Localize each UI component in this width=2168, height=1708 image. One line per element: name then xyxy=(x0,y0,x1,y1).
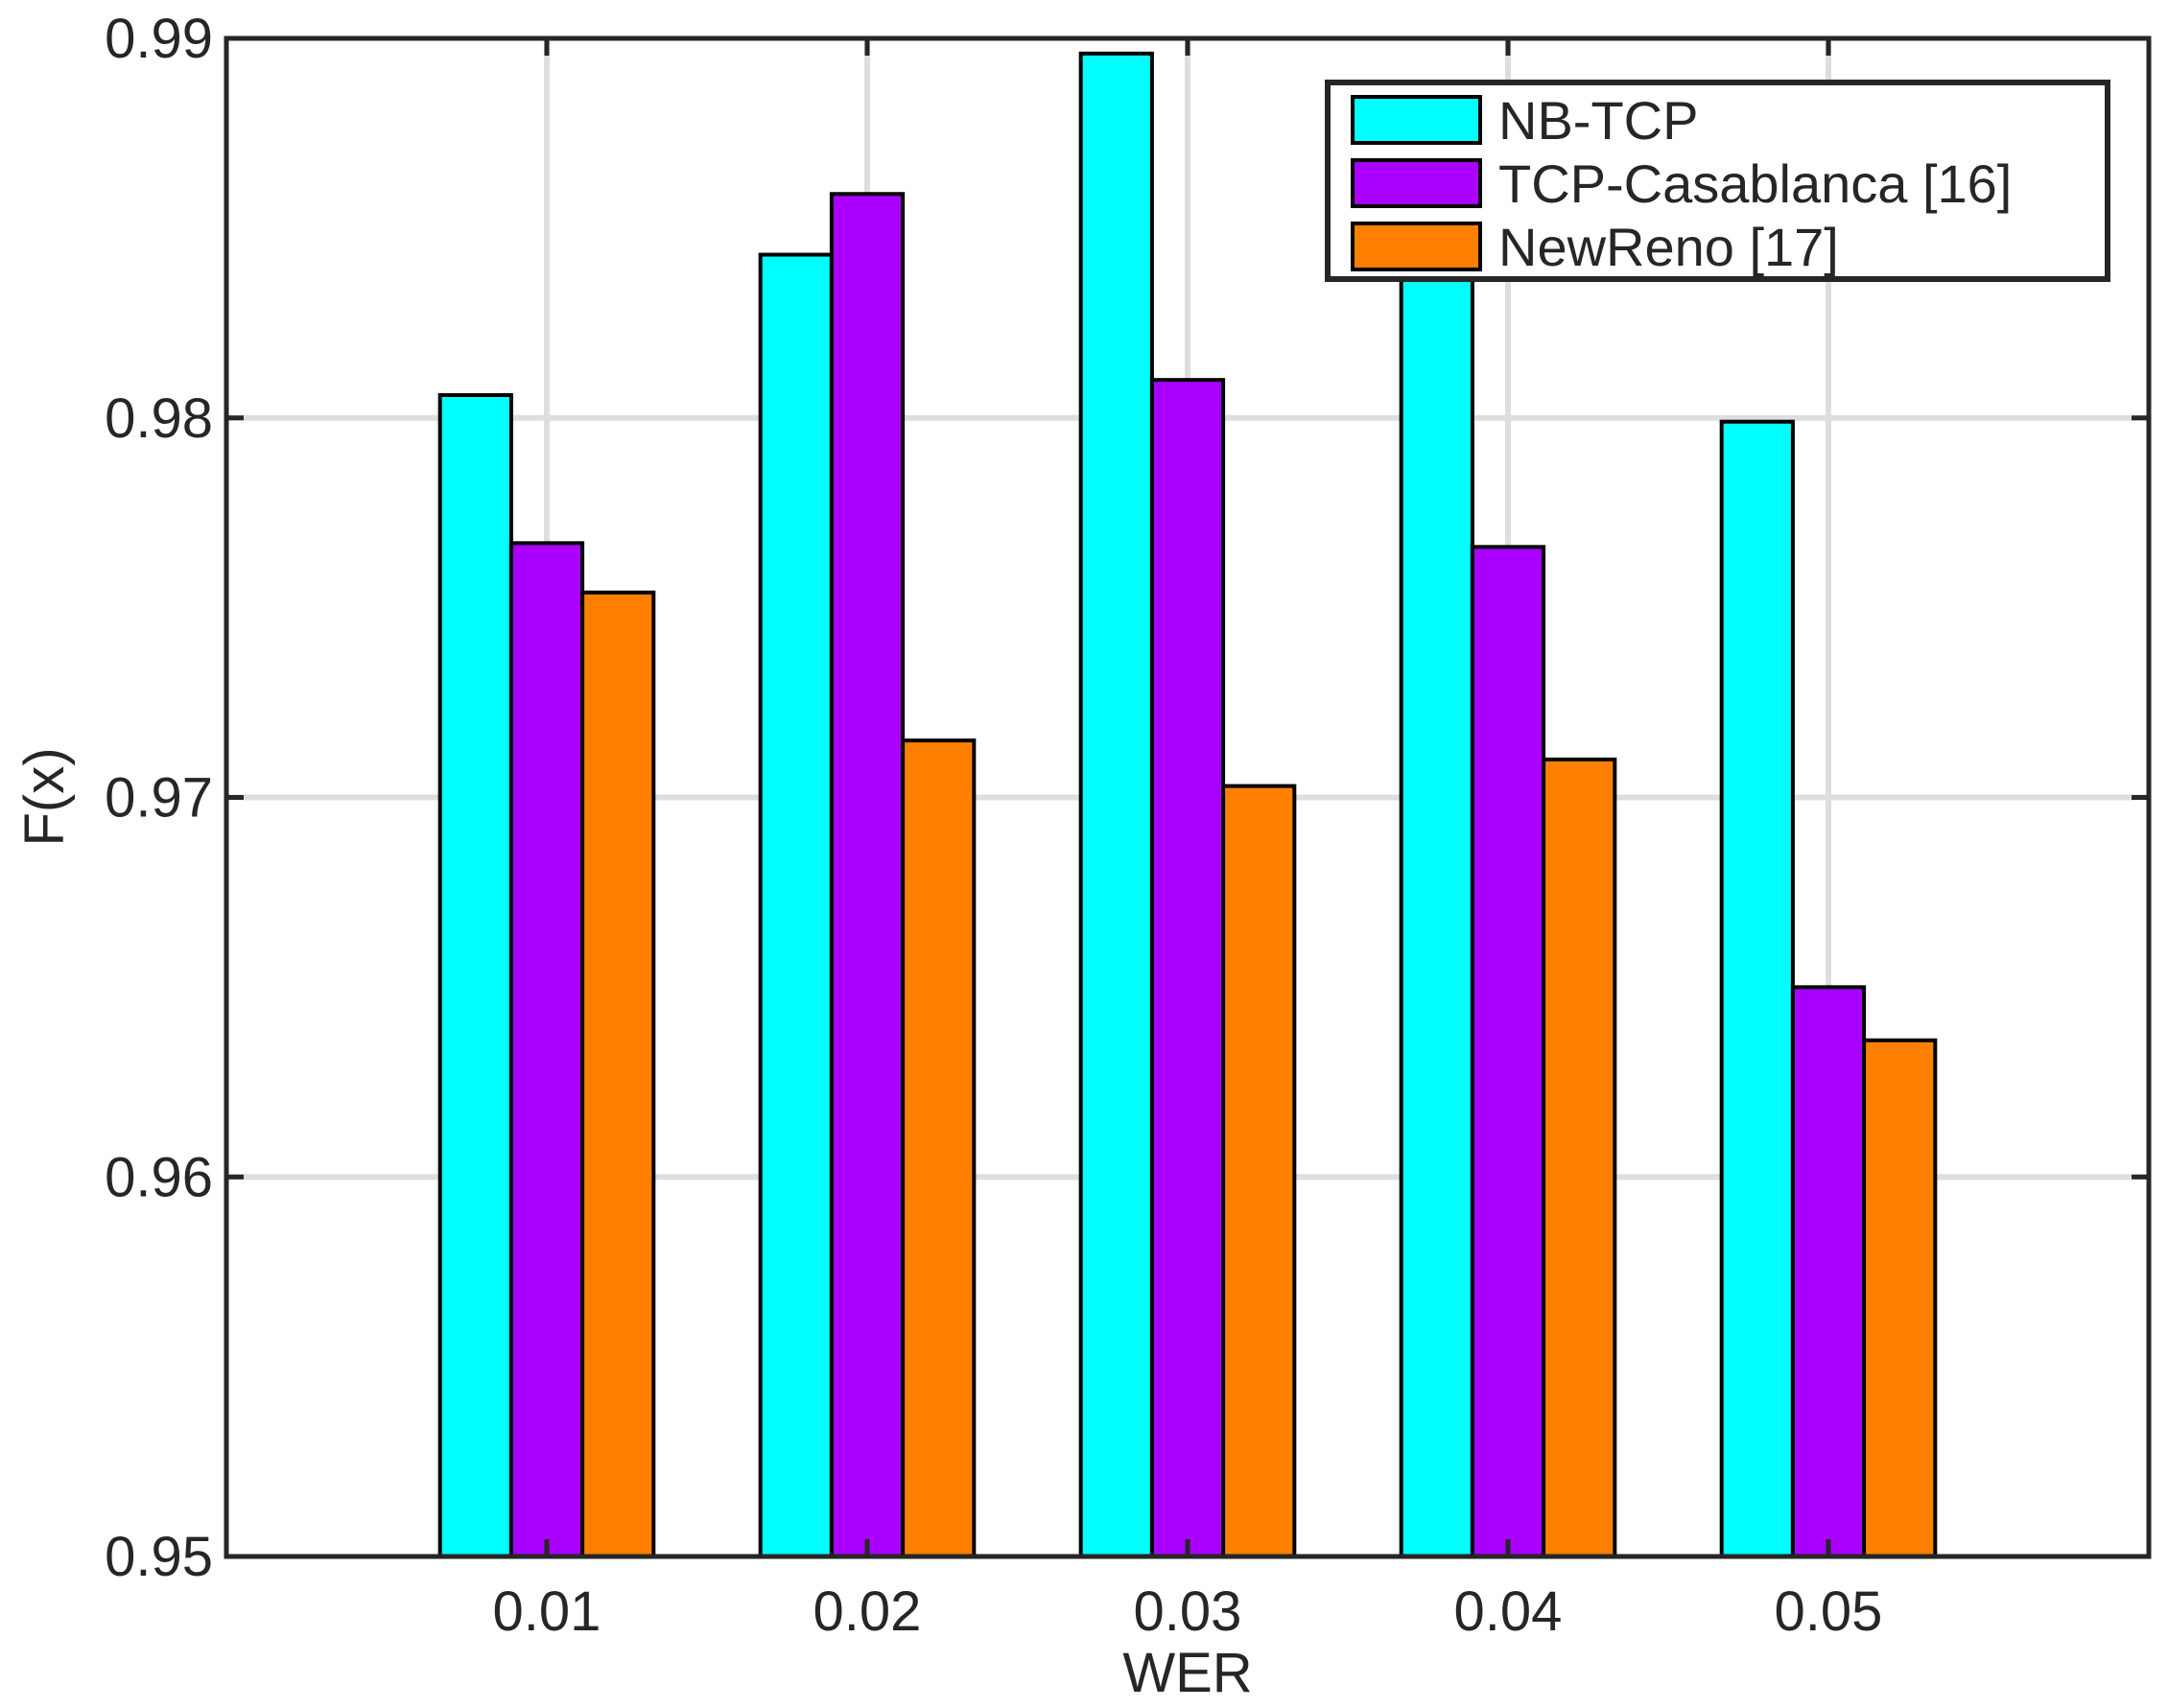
legend-label-2: NewReno [17] xyxy=(1498,217,1839,277)
bar-nb-tcp-1 xyxy=(758,252,834,1558)
bar-newreno-17-0 xyxy=(580,590,656,1558)
legend-label-0: NB-TCP xyxy=(1498,90,1698,151)
x-axis-label: WER xyxy=(1122,1642,1252,1704)
x-tick-label: 0.01 xyxy=(493,1580,601,1643)
bar-newreno-17-4 xyxy=(1862,1038,1938,1558)
bar-tcp-casablanca-16-4 xyxy=(1790,985,1867,1558)
bar-tcp-casablanca-16-1 xyxy=(829,192,906,1559)
legend-swatch-2 xyxy=(1351,222,1482,271)
x-tick-label: 0.05 xyxy=(1775,1580,1883,1643)
bar-tcp-casablanca-16-0 xyxy=(508,541,585,1558)
y-tick-labels: 0.95 0.96 0.97 0.98 0.99 xyxy=(105,8,213,1588)
legend-swatch-1 xyxy=(1351,158,1482,208)
x-tick-labels: 0.01 0.02 0.03 0.04 0.05 xyxy=(493,1580,1883,1643)
y-tick-label: 0.95 xyxy=(105,1526,213,1588)
bar-nb-tcp-4 xyxy=(1719,419,1795,1558)
y-tick-label: 0.99 xyxy=(105,8,213,70)
bars xyxy=(437,51,1938,1559)
bar-tcp-casablanca-16-3 xyxy=(1470,545,1546,1558)
bar-newreno-17-3 xyxy=(1542,757,1617,1558)
x-tick-label: 0.04 xyxy=(1454,1580,1563,1643)
y-tick-label: 0.98 xyxy=(105,387,213,450)
x-tick-label: 0.02 xyxy=(813,1580,922,1643)
y-tick-label: 0.97 xyxy=(105,767,213,830)
bar-newreno-17-1 xyxy=(901,738,977,1558)
bar-tcp-casablanca-16-2 xyxy=(1149,378,1226,1558)
bar-newreno-17-2 xyxy=(1221,784,1297,1558)
y-axis-label: F(x) xyxy=(13,747,76,846)
x-tick-label: 0.03 xyxy=(1134,1580,1242,1643)
bar-nb-tcp-2 xyxy=(1078,51,1154,1559)
legend-label-1: TCP-Casablanca [16] xyxy=(1498,153,2012,214)
axis-ticks xyxy=(226,35,2149,1559)
y-tick-label: 0.96 xyxy=(105,1146,213,1208)
bar-nb-tcp-0 xyxy=(437,393,513,1558)
bar-nb-tcp-3 xyxy=(1399,271,1474,1558)
legend-swatch-0 xyxy=(1351,95,1482,145)
